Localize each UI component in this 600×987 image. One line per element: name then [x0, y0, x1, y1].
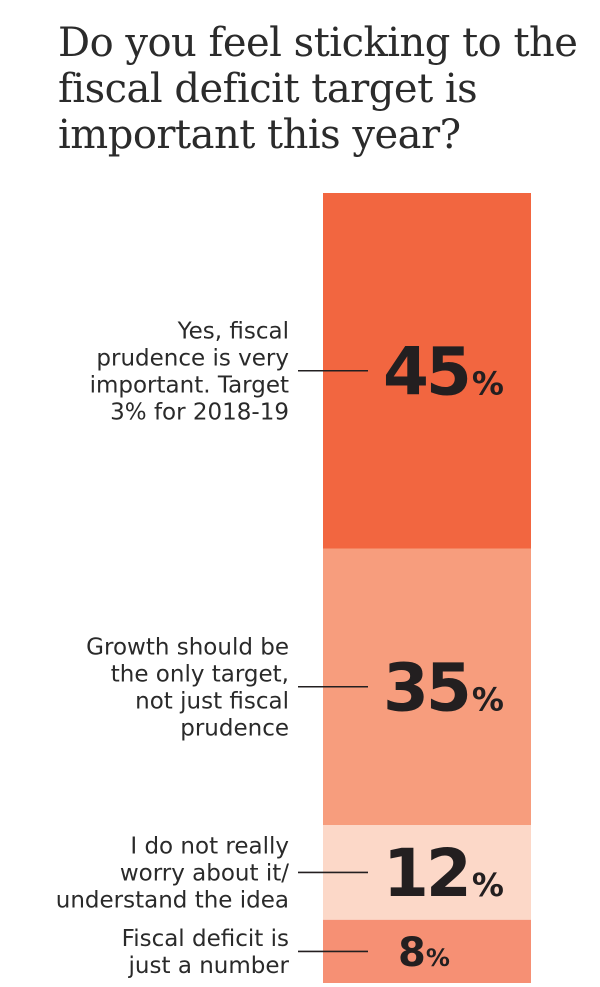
segment-label-line: Yes, fiscal — [177, 318, 289, 344]
value-percent-sign: % — [472, 365, 504, 403]
segment-label-1: Yes, fiscal prudence is very important. Ta… — [90, 318, 289, 425]
segment-label-line: prudence is very — [96, 345, 289, 371]
segment-label-line: 3% for 2018-19 — [110, 399, 289, 425]
value-percent-sign: % — [472, 681, 504, 719]
segment-label-line: the only target, — [111, 661, 289, 687]
segment-label-line: Fiscal deficit is — [122, 926, 289, 952]
segment-labels: Yes, fiscal prudence is very important. Ta… — [56, 318, 290, 979]
segment-values: 45%35%12%8% — [383, 334, 504, 976]
value-number: 12 — [383, 835, 469, 912]
segment-value-3: 12% — [383, 835, 504, 912]
segment-value-2: 35% — [383, 650, 504, 727]
segment-label-line: prudence — [180, 715, 289, 741]
value-number: 35 — [383, 650, 469, 727]
value-percent-sign: % — [472, 866, 504, 904]
value-percent-sign: % — [426, 944, 450, 972]
segment-value-1: 45% — [383, 334, 504, 411]
segment-label-4: Fiscal deficit is just a number — [122, 926, 290, 979]
segment-label-line: worry about it/ — [120, 860, 289, 886]
chart-title: Do you feel sticking to the fiscal defic… — [58, 20, 578, 158]
segment-label-2: Growth should be the only target, not just… — [86, 634, 289, 741]
label-connectors — [298, 369, 368, 953]
segment-value-4: 8% — [398, 930, 450, 976]
segment-label-line: just a number — [128, 953, 290, 979]
segment-label-3: I do not really worry about it/understand… — [56, 833, 289, 913]
segment-label-line: not just fiscal — [135, 688, 289, 714]
value-number: 45 — [383, 334, 469, 411]
segment-label-line: understand the idea — [56, 887, 289, 913]
value-number: 8 — [398, 930, 425, 976]
segment-label-line: I do not really — [130, 833, 289, 859]
segment-label-line: important. Target — [90, 372, 289, 398]
segment-label-line: Growth should be — [86, 634, 289, 660]
